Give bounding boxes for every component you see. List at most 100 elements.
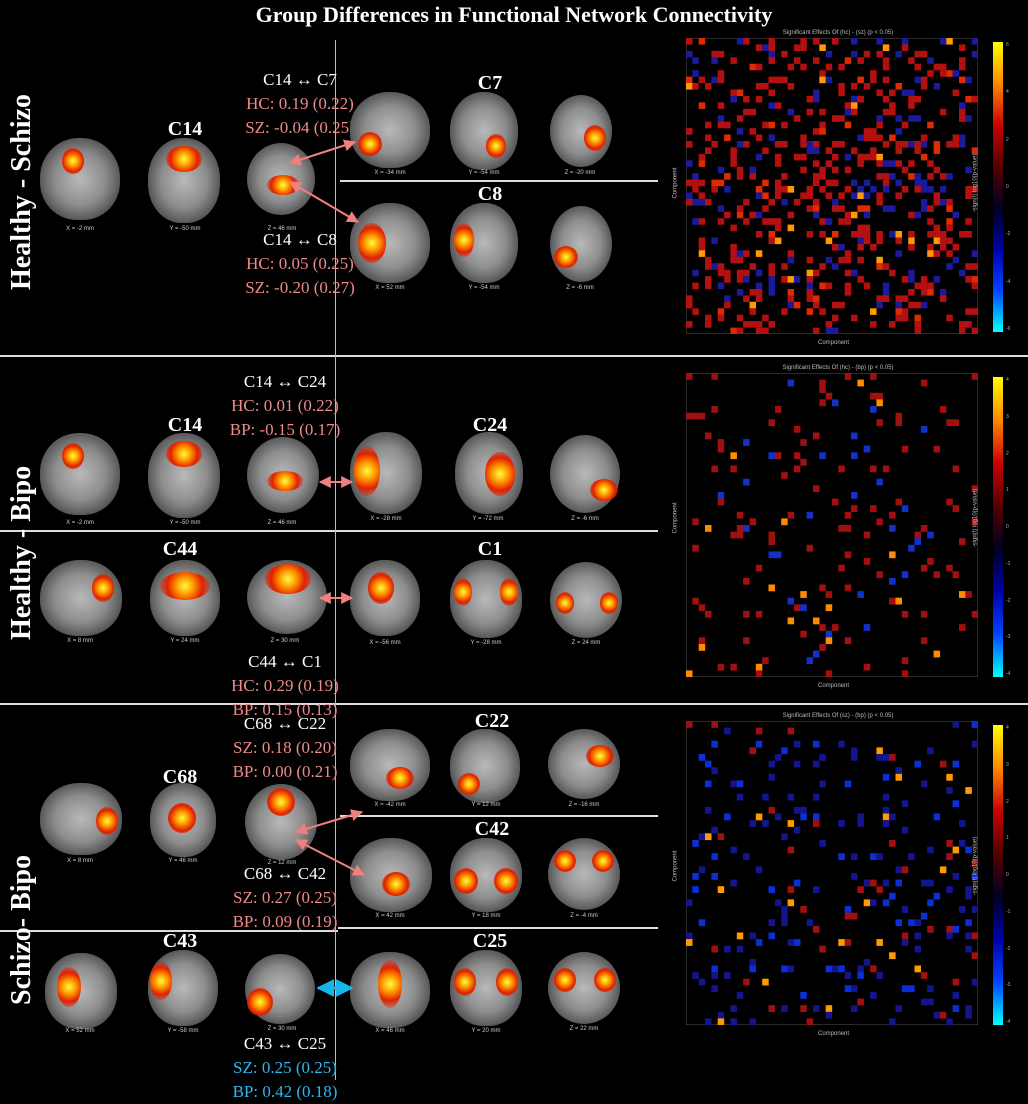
matrix-cell — [705, 276, 712, 283]
matrix-cell — [920, 289, 928, 296]
matrix-panel-sz-bp: Significant Effects Of (sz) - (bp) (p < … — [668, 713, 1018, 1043]
matrix-cell — [736, 992, 744, 999]
matrix-cell — [730, 780, 737, 788]
matrix-cell — [711, 186, 718, 193]
colorbar-ticks: 4 3 2 1 0 -1 -2 -3 -4 — [1006, 725, 1018, 1025]
matrix-cell — [749, 308, 756, 315]
matrix-cell — [825, 1005, 833, 1012]
matrix-cell — [895, 160, 902, 167]
matrix-cell — [959, 820, 966, 827]
brain-slice-c44-axial — [247, 560, 327, 634]
matrix-cell — [908, 89, 915, 97]
matrix-cell — [844, 972, 852, 979]
matrix-cell — [705, 256, 712, 264]
coord-label: Z = 12 mm — [267, 860, 297, 866]
matrix-cell — [813, 95, 820, 103]
stats-group2: BP: 0.00 (0.21) — [232, 762, 338, 781]
matrix-cell — [793, 740, 801, 748]
stats-group1: SZ: 0.27 (0.25) — [233, 888, 337, 907]
matrix-cell — [736, 276, 744, 283]
matrix-cell — [870, 992, 877, 999]
matrix-cell — [959, 269, 966, 277]
matrix-cell — [882, 820, 890, 827]
matrix-cell — [908, 231, 915, 238]
matrix-cell — [813, 128, 820, 135]
matrix-cell — [736, 780, 744, 788]
brain-slice-c7-sagittal — [350, 92, 430, 168]
matrix-cell — [914, 179, 921, 187]
component-label-c14: C14 — [167, 414, 203, 436]
target-divider-sb — [340, 815, 658, 817]
matrix-cell — [736, 115, 744, 122]
matrix-cell — [692, 282, 699, 290]
matrix-cell — [825, 1011, 833, 1019]
matrix-cell — [895, 83, 902, 90]
matrix-cell — [724, 972, 731, 979]
matrix-cell — [933, 813, 941, 821]
matrix-cell — [787, 108, 795, 116]
matrix-cell — [819, 108, 826, 116]
matrix-cell — [781, 198, 788, 206]
matrix-cell — [755, 231, 763, 238]
matrix-cell — [813, 141, 820, 148]
matrix-cell — [806, 308, 814, 315]
matrix-cell — [844, 211, 852, 219]
matrix-cell — [971, 610, 978, 618]
matrix-cell — [768, 57, 775, 64]
matrix-cell — [901, 670, 909, 677]
matrix-cell — [749, 263, 756, 270]
matrix-cell — [755, 269, 763, 277]
matrix-cell — [819, 399, 826, 407]
matrix-cell — [730, 465, 737, 473]
matrix-cell — [927, 289, 934, 296]
brain-slice-c24-sagittal — [350, 432, 422, 514]
matrix-cell — [768, 76, 775, 84]
matrix-cell — [781, 833, 788, 841]
matrix-cell — [819, 218, 826, 225]
matrix-cell — [781, 919, 788, 927]
matrix-cell — [920, 198, 928, 206]
matrix-cell — [717, 886, 725, 893]
matrix-cell — [692, 186, 699, 193]
matrix-cell — [927, 186, 934, 193]
matrix-cell — [825, 147, 833, 154]
matrix-cell — [736, 511, 744, 519]
matrix-cell — [768, 932, 775, 940]
coord-label: Y = 46 mm — [168, 858, 198, 864]
matrix-cell — [711, 76, 718, 84]
matrix-cell — [768, 198, 775, 206]
matrix-cell — [717, 492, 725, 499]
matrix-cell — [851, 231, 858, 238]
matrix-cell — [787, 256, 795, 264]
matrix-cell — [838, 820, 845, 827]
matrix-cell — [908, 301, 915, 309]
matrix-cell — [914, 301, 921, 309]
coord-label: Z = -6 mm — [566, 285, 594, 291]
matrix-cell — [813, 740, 820, 748]
matrix-cell — [813, 327, 820, 334]
matrix-cell — [914, 932, 921, 940]
matrix-cell — [730, 147, 737, 154]
colorbar-tick: 0 — [1006, 184, 1009, 190]
coord-label: Z = 30 mm — [270, 638, 300, 644]
matrix-cell — [876, 256, 883, 264]
matrix-cell — [774, 186, 782, 193]
matrix-cell — [895, 50, 902, 58]
matrix-cell — [851, 192, 858, 199]
matrix-cell — [686, 192, 693, 199]
matrix-cell — [813, 269, 820, 277]
matrix-cell — [851, 50, 858, 58]
matrix-cell — [800, 1005, 807, 1012]
stats-pair: C68 ↔ C22 — [243, 714, 327, 733]
matrix-cell — [882, 205, 890, 212]
matrix-cell — [946, 198, 953, 206]
matrix-cell — [882, 793, 890, 801]
matrix-cell — [927, 205, 934, 212]
matrix-cell — [743, 38, 750, 45]
matrix-cell — [819, 173, 826, 180]
matrix-cell — [946, 853, 953, 860]
matrix-cell — [749, 301, 756, 309]
matrix-cell — [825, 76, 833, 84]
colorbar-tick: -4 — [1006, 1019, 1011, 1025]
matrix-cell — [711, 740, 718, 748]
